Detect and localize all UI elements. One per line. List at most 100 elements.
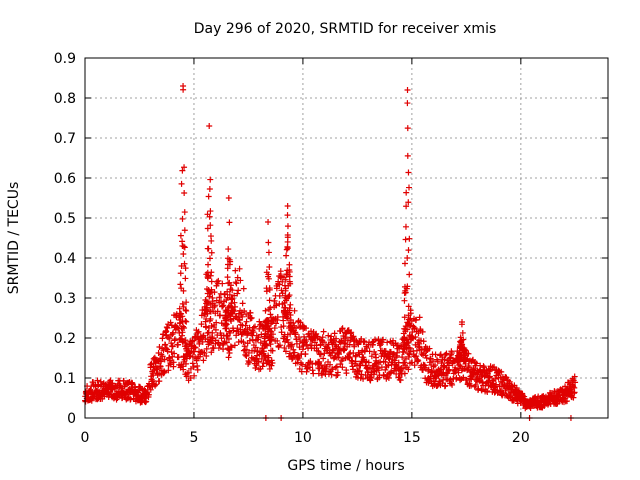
data-point (206, 123, 213, 129)
data-point (272, 320, 279, 327)
data-point (225, 261, 232, 268)
data-point (339, 325, 346, 332)
data-point (291, 307, 298, 314)
data-point (199, 338, 206, 345)
data-point (402, 355, 409, 362)
data-point (253, 362, 260, 369)
data-point (468, 382, 475, 389)
data-point (271, 325, 278, 332)
data-point (404, 125, 411, 132)
data-point (209, 298, 216, 305)
data-point (411, 324, 418, 331)
data-point (177, 232, 184, 239)
data-point (187, 375, 194, 382)
data-point (405, 366, 412, 373)
data-point (402, 236, 409, 243)
data-point (227, 302, 234, 309)
data-point (290, 346, 297, 353)
data-point (456, 353, 463, 360)
data-point (223, 339, 230, 346)
data-point (198, 321, 205, 328)
data-point (179, 318, 186, 325)
data-point (413, 353, 420, 360)
data-point (493, 381, 500, 388)
data-point (405, 354, 412, 361)
data-point (180, 83, 187, 89)
y-tick-label: 0.3 (54, 291, 76, 307)
data-point (492, 375, 499, 382)
data-point (234, 290, 241, 297)
data-point (224, 288, 231, 295)
data-point (228, 299, 235, 306)
data-point (156, 378, 163, 385)
data-point (240, 347, 247, 354)
data-point (230, 327, 237, 334)
data-point (363, 344, 370, 351)
data-point (401, 370, 408, 377)
data-point (317, 351, 324, 358)
data-point (207, 208, 214, 215)
data-point (283, 252, 290, 259)
data-point (484, 388, 491, 395)
data-point (259, 363, 266, 370)
data-point (422, 352, 429, 359)
data-point (209, 304, 216, 311)
data-point (376, 342, 383, 349)
data-point (268, 357, 275, 364)
data-point (432, 362, 439, 369)
data-point (265, 317, 272, 324)
y-tick-label: 0.5 (54, 211, 76, 227)
data-point (401, 314, 408, 321)
data-point (147, 364, 154, 371)
data-point (442, 351, 449, 358)
data-point (171, 336, 178, 343)
data-point (282, 294, 289, 301)
data-point (402, 223, 409, 230)
data-point (571, 389, 578, 396)
data-point (223, 325, 230, 332)
data-point (255, 358, 262, 365)
data-point (262, 342, 269, 349)
y-axis-label: SRMTID / TECUs (6, 182, 22, 295)
data-point (175, 354, 182, 361)
data-point (333, 372, 340, 379)
data-point (277, 268, 284, 275)
data-point (405, 247, 412, 254)
data-point (161, 356, 168, 363)
data-point (227, 329, 234, 336)
data-point (176, 329, 183, 336)
data-point (284, 231, 291, 238)
data-point (234, 325, 241, 332)
data-point (456, 344, 463, 351)
data-point (208, 269, 215, 276)
data-point (289, 355, 296, 362)
data-point (281, 344, 288, 351)
data-point (388, 368, 395, 375)
data-point (320, 328, 327, 335)
data-point (209, 329, 216, 336)
data-point (239, 300, 246, 307)
data-point (243, 346, 250, 353)
data-point (288, 341, 295, 348)
data-point (246, 337, 253, 344)
data-point (282, 276, 289, 283)
data-point (299, 361, 306, 368)
data-point (162, 342, 169, 349)
data-point (405, 312, 412, 319)
data-point (265, 239, 272, 246)
data-point (248, 314, 255, 321)
data-point (332, 364, 339, 371)
data-point (223, 332, 230, 339)
data-point (232, 303, 239, 310)
data-point (169, 343, 176, 350)
data-point (287, 319, 294, 326)
data-point (222, 317, 229, 324)
data-point (256, 318, 263, 325)
data-point (245, 357, 252, 364)
data-point (472, 381, 479, 388)
data-point (368, 353, 375, 360)
data-point (225, 280, 232, 287)
data-point (239, 313, 246, 320)
data-point (252, 344, 259, 351)
data-point (203, 345, 210, 352)
